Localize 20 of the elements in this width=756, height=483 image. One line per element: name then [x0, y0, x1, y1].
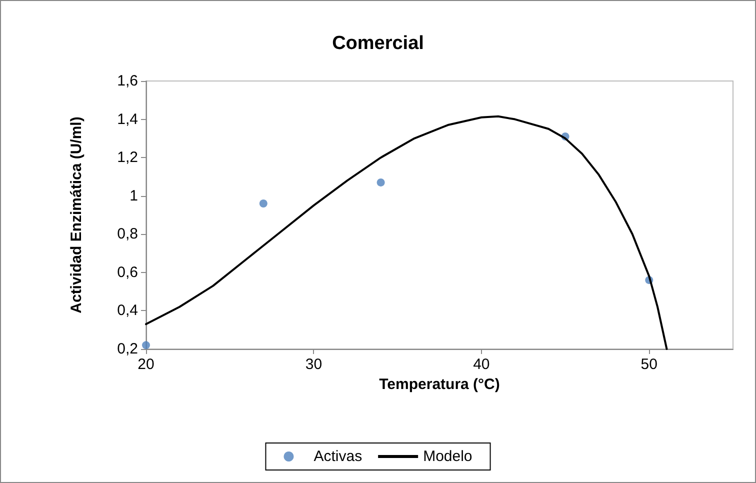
x-tick-label: 20 [138, 356, 154, 373]
legend-label: Activas [314, 448, 362, 465]
x-tick-label: 30 [305, 356, 322, 373]
x-tick-label: 40 [473, 356, 490, 373]
y-tick-label: 0,4 [117, 302, 138, 320]
y-tick-label: 0,2 [117, 340, 138, 358]
point [376, 178, 385, 186]
chart-title: Comercial [332, 33, 424, 54]
y-tick-label: 1 [130, 187, 138, 204]
y-axis-title: Actividad Enzimática (U/ml) [68, 116, 85, 314]
x-axis-title: Temperatura (°C) [379, 376, 500, 393]
y-tick-label: 1,2 [117, 149, 138, 166]
point [259, 200, 268, 208]
y-tick-label: 1,6 [117, 72, 138, 90]
y-tick-label: 0,8 [117, 226, 138, 243]
x-tick-label: 50 [640, 356, 658, 373]
y-tick-label: 1,4 [117, 110, 138, 128]
line-series [145, 115, 668, 350]
y-tick-label: 0,6 [117, 264, 138, 281]
legend-label: Modelo [423, 448, 472, 465]
